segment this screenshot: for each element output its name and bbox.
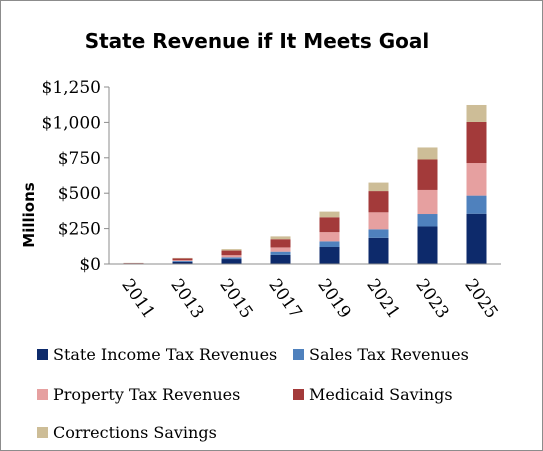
legend-swatch (37, 427, 48, 438)
chart-title: State Revenue if It Meets Goal (84, 29, 430, 53)
bar-segment (270, 251, 291, 255)
x-ticks: 2011 2013 2015 2017 2019 2021 2023 2025 (117, 275, 501, 322)
bar-segment (319, 232, 340, 242)
legend-label: Sales Tax Revenues (309, 345, 469, 364)
bar-segment (319, 241, 340, 248)
bar-segment (466, 195, 487, 214)
x-tick-label: 2019 (313, 275, 354, 322)
x-tick-label: 2025 (460, 275, 501, 322)
bar-segment (270, 247, 291, 252)
bar-segment (417, 226, 438, 264)
bar-segment (417, 214, 438, 227)
bar-segment (270, 239, 291, 248)
bar-segment (466, 213, 487, 264)
x-tick-label: 2021 (362, 275, 403, 322)
legend-swatch (37, 349, 48, 360)
x-tick-label: 2015 (215, 275, 256, 322)
y-tick-label: $750 (58, 149, 101, 169)
x-tick-label: 2017 (264, 275, 305, 322)
bar-segment (172, 258, 193, 261)
legend-item-property-tax: Property Tax Revenues (37, 385, 240, 404)
bar-segment (319, 211, 340, 218)
bar-segment (270, 236, 291, 240)
legend-item-corrections: Corrections Savings (37, 423, 217, 442)
bars (123, 104, 487, 264)
bar-segment (270, 254, 291, 264)
bar-segment (172, 260, 193, 262)
legend-label: Property Tax Revenues (53, 385, 241, 404)
legend-item-state-income: State Income Tax Revenues (37, 345, 277, 364)
legend-label: State Income Tax Revenues (53, 345, 278, 364)
bar-segment (319, 217, 340, 233)
bar-segment (221, 249, 242, 251)
legend-item-medicaid: Medicaid Savings (293, 385, 453, 404)
bar-segment (466, 121, 487, 164)
bar-segment (368, 212, 389, 230)
y-ticks: $0 $250 $500 $750 $1,000 $1,250 (42, 78, 109, 275)
bar-segment (417, 189, 438, 215)
bar-segment (368, 229, 389, 238)
bar-segment (221, 250, 242, 256)
y-tick-label: $1,250 (42, 78, 101, 98)
bar-segment (466, 104, 487, 122)
legend-label: Medicaid Savings (309, 385, 453, 404)
legend-swatch (37, 389, 48, 400)
x-tick-label: 2023 (411, 275, 452, 322)
x-tick-label: 2011 (117, 275, 158, 322)
bar-segment (172, 261, 193, 264)
axes (108, 87, 501, 265)
bar-segment (417, 159, 438, 190)
x-tick-label: 2013 (166, 275, 207, 322)
legend-label: Corrections Savings (53, 423, 217, 442)
bar-segment (466, 163, 487, 196)
legend-swatch (293, 349, 304, 360)
bar-segment (221, 255, 242, 258)
bar-segment (368, 237, 389, 264)
legend-swatch (293, 389, 304, 400)
bar-segment (368, 182, 389, 192)
legend-item-sales-tax: Sales Tax Revenues (293, 345, 469, 364)
bar-segment (368, 191, 389, 213)
y-tick-label: $500 (58, 184, 101, 204)
y-tick-label: $1,000 (42, 113, 101, 133)
y-tick-label: $250 (58, 220, 101, 240)
bar-segment (319, 247, 340, 264)
y-tick-label: $0 (79, 255, 101, 275)
bar-segment (221, 259, 242, 264)
bar-segment (221, 257, 242, 260)
bar-segment (417, 147, 438, 160)
bar-segment (172, 261, 193, 262)
